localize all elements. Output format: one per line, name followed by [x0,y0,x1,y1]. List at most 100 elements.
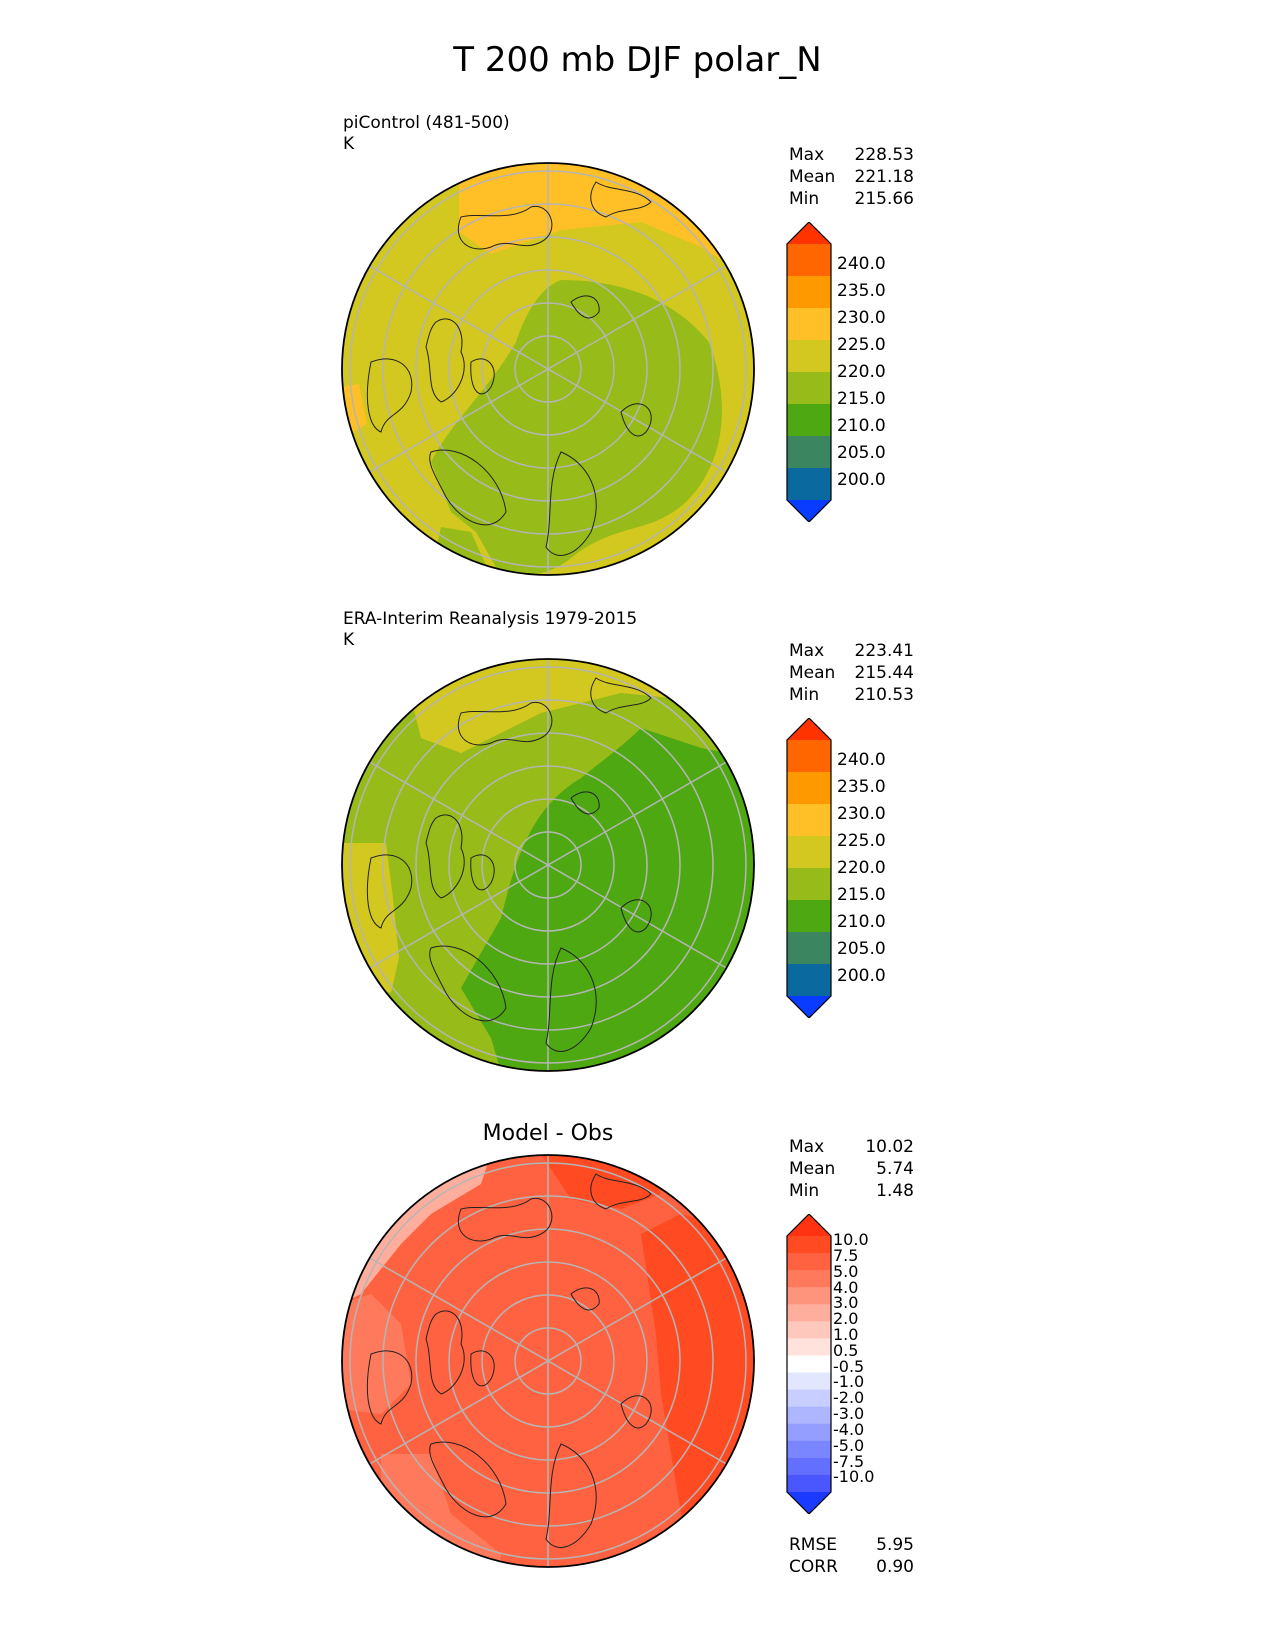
colorbar-tick: 0.5 [833,1341,859,1360]
colorbar-swatch [787,1423,831,1442]
colorbar-swatch [787,1321,831,1339]
panel1-label-line1: piControl (481-500) [343,113,510,133]
colorbar-tick: -1.0 [833,1372,865,1391]
colorbar-swatch [787,1474,831,1493]
panel3-title: Model - Obs [482,1121,614,1146]
colorbar-swatch [787,1253,831,1271]
colorbar-tick: 1.0 [833,1325,859,1344]
colorbar-swatch [787,276,831,309]
stat-label: Mean [789,663,836,683]
panel2-stats: Max 223.41 Mean 215.44 Min 210.53 [789,640,914,706]
stat-value: 5.74 [876,1159,914,1179]
stat-label: Min [789,1181,820,1201]
panel3-colorbar: 10.0 7.5 5.0 4.0 3.0 2.0 1.0 0.5 -0.5 -1… [785,1214,905,1514]
panel1-stats: Max 228.53 Mean 221.18 Min 215.66 [789,144,914,210]
colorbar-swatch [787,1304,831,1322]
colorbar-tick: 205.0 [837,443,886,463]
stat-label: Max [789,145,825,165]
colorbar-swatch [787,1270,831,1288]
panel3-polar-map [341,1154,755,1568]
colorbar-tick: 3.0 [833,1293,859,1312]
colorbar-tick: 225.0 [837,831,886,851]
colorbar-swatch [787,1214,831,1236]
colorbar-swatch [787,222,831,244]
stat-label: Min [789,685,820,705]
colorbar-tick: -5.0 [833,1436,865,1455]
colorbar-tick: 215.0 [837,389,886,409]
panel3-footer-stats: RMSE 5.95 CORR 0.90 [789,1534,914,1578]
figure-title: T 200 mb DJF polar_N [453,40,822,80]
rmse-label: RMSE [789,1535,838,1555]
colorbar-tick: 235.0 [837,777,886,797]
panel1-colorbar: 240.0 235.0 230.0 225.0 220.0 215.0 210.… [785,222,905,522]
colorbar-tick: 10.0 [833,1230,869,1249]
colorbar-tick: 230.0 [837,804,886,824]
stat-label: Max [789,1137,825,1157]
colorbar-swatch [787,340,831,373]
colorbar-swatches [786,222,832,522]
corr-label: CORR [789,1557,838,1577]
colorbar-tick: 240.0 [837,254,886,274]
colorbar-swatch [787,718,831,740]
colorbar-tick: 235.0 [837,281,886,301]
colorbar-swatch [787,1492,831,1514]
colorbar-swatch [787,1236,831,1254]
colorbar-tick: 200.0 [837,470,886,490]
coastlines [366,677,652,1052]
colorbar-swatch [787,964,831,997]
colorbar-swatch [787,804,831,837]
rmse-value: 5.95 [876,1535,914,1555]
lat-circles [349,659,747,1071]
stat-label: Max [789,641,825,661]
colorbar-swatch [787,1440,831,1459]
colorbar-swatch [787,740,831,773]
colorbar-swatch [787,1338,831,1356]
corr-value: 0.90 [876,1557,914,1577]
colorbar-tick: -7.5 [833,1452,865,1471]
coastlines [366,181,652,556]
panel2-label: ERA-Interim Reanalysis 1979-2015 K [343,609,637,651]
colorbar-swatch [787,404,831,437]
stat-value: 10.02 [865,1137,914,1157]
panel1-polar-map [341,162,755,576]
lat-circles [349,163,747,575]
stat-label: Mean [789,167,836,187]
colorbar-swatch [787,372,831,405]
panel3-stats: Max 10.02 Mean 5.74 Min 1.48 [789,1136,914,1202]
colorbar-swatch [787,772,831,805]
colorbar-tick: -2.0 [833,1388,865,1407]
coastlines [366,1173,652,1548]
stat-value: 215.44 [854,663,914,683]
colorbar-swatch [787,500,831,522]
colorbar-swatch [787,1389,831,1408]
stat-value: 210.53 [854,685,914,705]
colorbar-outline [786,718,832,1018]
colorbar-swatch [787,900,831,933]
colorbar-tick: 7.5 [833,1246,859,1265]
colorbar-tick: 205.0 [837,939,886,959]
panel2-label-line1: ERA-Interim Reanalysis 1979-2015 [343,609,638,629]
colorbar-swatch [787,996,831,1018]
stat-value: 228.53 [854,145,914,165]
colorbar-swatches [786,1214,832,1514]
colorbar-tick: 200.0 [837,966,886,986]
colorbar-tick: 240.0 [837,750,886,770]
colorbar-tick: 210.0 [837,416,886,436]
colorbar-tick: -4.0 [833,1420,865,1439]
colorbar-outline [786,1214,832,1514]
colorbar-swatch [787,468,831,501]
colorbar-tick: 215.0 [837,885,886,905]
panel1-units: K [343,134,355,154]
stat-value: 1.48 [876,1181,914,1201]
panel2-colorbar: 240.0 235.0 230.0 225.0 220.0 215.0 210.… [785,718,905,1018]
panel2-polar-map [341,658,755,1072]
colorbar-swatch [787,1372,831,1391]
stat-label: Min [789,189,820,209]
stat-value: 221.18 [854,167,914,187]
colorbar-tick: 230.0 [837,308,886,328]
colorbar-swatch [787,308,831,341]
stat-value: 223.41 [854,641,914,661]
colorbar-tick: 225.0 [837,335,886,355]
colorbar-tick: 2.0 [833,1309,859,1328]
colorbar-swatch [787,932,831,965]
